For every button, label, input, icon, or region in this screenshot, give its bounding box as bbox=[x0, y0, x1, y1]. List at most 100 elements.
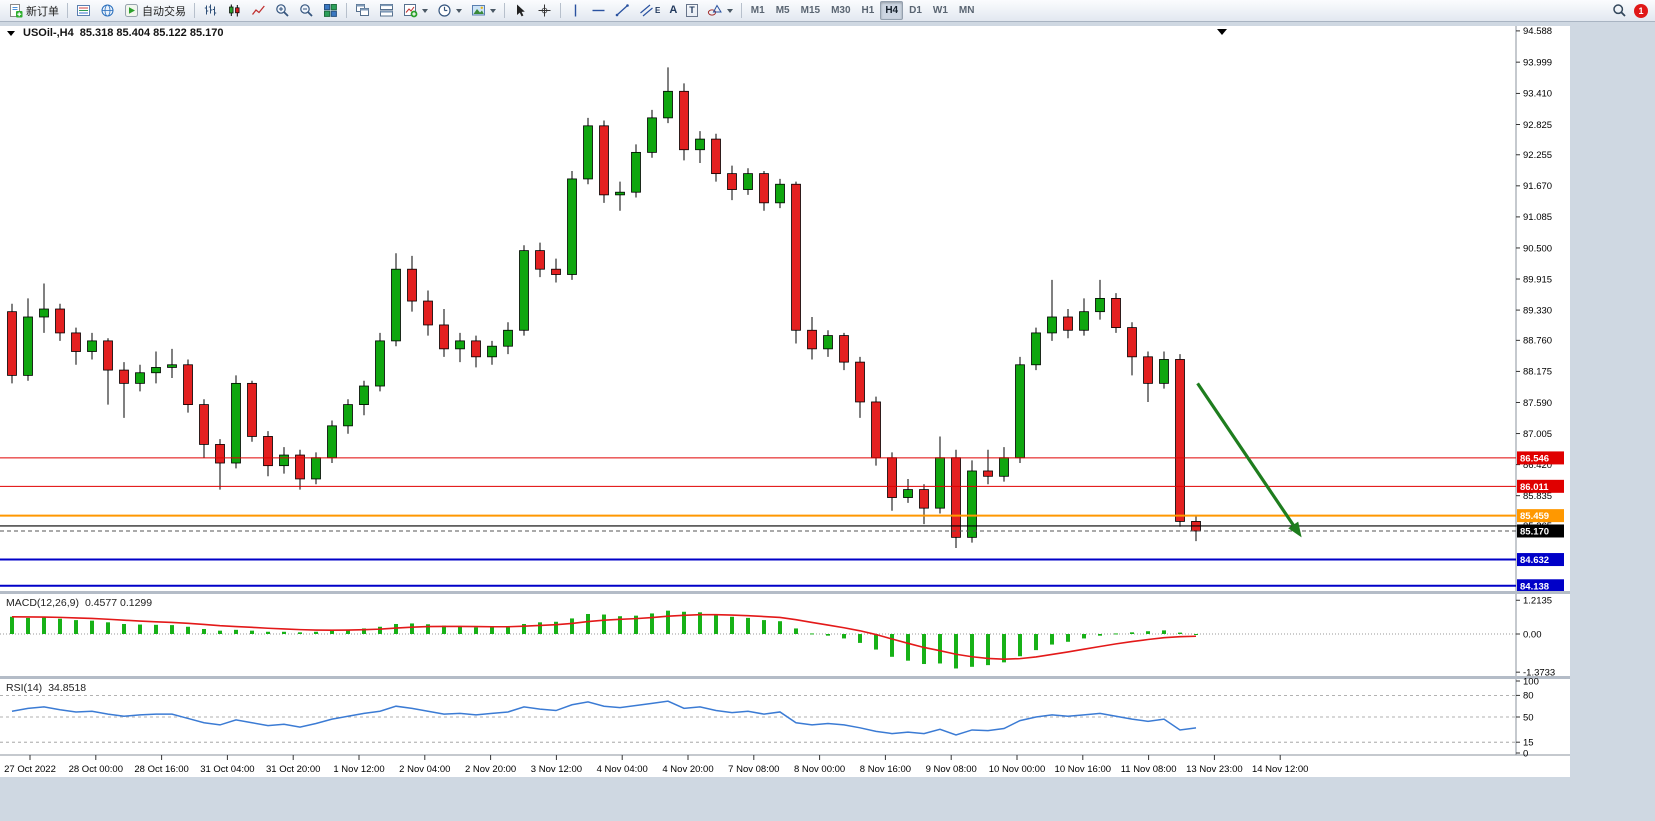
price-axis-ticks[interactable]: 94.588 93.999 93.410 92.825 92.255 91.670 91.0… bbox=[1516, 26, 1552, 532]
horizontal-line-tool-button[interactable] bbox=[587, 1, 610, 20]
text-tool-button[interactable]: A bbox=[665, 1, 681, 20]
svg-text:86.011: 86.011 bbox=[1520, 482, 1549, 493]
new-order-label: 新订单 bbox=[26, 5, 59, 18]
pane-divider-rsi[interactable] bbox=[0, 676, 1570, 679]
toolbar-separator bbox=[504, 3, 505, 18]
candlestick-type-button[interactable] bbox=[223, 1, 246, 20]
clock-icon bbox=[437, 3, 452, 18]
navigator-button[interactable] bbox=[96, 1, 119, 20]
svg-text:94.588: 94.588 bbox=[1523, 26, 1552, 37]
period-menu-button[interactable] bbox=[433, 1, 466, 20]
timeframe-d1-button[interactable]: D1 bbox=[904, 1, 927, 20]
svg-text:31 Oct 04:00: 31 Oct 04:00 bbox=[200, 764, 254, 775]
cascade-windows-button[interactable] bbox=[351, 1, 374, 20]
market-watch-button[interactable] bbox=[72, 1, 95, 20]
pane-divider-macd[interactable] bbox=[0, 591, 1570, 594]
channel-tool-label: E bbox=[655, 6, 661, 15]
svg-text:93.410: 93.410 bbox=[1523, 89, 1552, 100]
tile-windows-icon bbox=[323, 3, 338, 18]
shapes-icon bbox=[707, 3, 723, 18]
market-watch-icon bbox=[76, 3, 91, 18]
timeframe-mn-button[interactable]: MN bbox=[954, 1, 980, 20]
auto-trading-icon bbox=[124, 3, 139, 18]
cursor-tool-button[interactable] bbox=[509, 1, 532, 20]
template-menu-button[interactable] bbox=[467, 1, 500, 20]
notification-badge[interactable]: 1 bbox=[1634, 3, 1648, 18]
auto-trading-button[interactable]: 自动交易 bbox=[120, 1, 190, 20]
svg-text:28 Oct 00:00: 28 Oct 00:00 bbox=[69, 764, 123, 775]
search-button[interactable] bbox=[1608, 1, 1631, 20]
svg-text:27 Oct 2022: 27 Oct 2022 bbox=[4, 764, 56, 775]
timeframe-m30-button[interactable]: M30 bbox=[826, 1, 855, 20]
trendline-tool-button[interactable] bbox=[611, 1, 634, 20]
svg-text:31 Oct 20:00: 31 Oct 20:00 bbox=[266, 764, 320, 775]
line-chart-icon bbox=[251, 3, 266, 18]
line-chart-type-button[interactable] bbox=[247, 1, 270, 20]
svg-text:84.138: 84.138 bbox=[1520, 581, 1549, 592]
svg-text:8 Nov 16:00: 8 Nov 16:00 bbox=[860, 764, 911, 775]
svg-text:7 Nov 08:00: 7 Nov 08:00 bbox=[728, 764, 779, 775]
trendline-icon bbox=[615, 3, 630, 18]
new-order-icon bbox=[8, 3, 23, 18]
rsi-pane: 100 80 50 150 bbox=[0, 676, 1539, 759]
chevron-down-icon bbox=[422, 8, 428, 13]
svg-text:100: 100 bbox=[1523, 676, 1539, 687]
zoom-out-button[interactable] bbox=[295, 1, 318, 20]
svg-text:15: 15 bbox=[1523, 738, 1534, 749]
svg-text:84.632: 84.632 bbox=[1520, 555, 1549, 566]
timeframe-m1-button[interactable]: M1 bbox=[746, 1, 770, 20]
auto-trading-label: 自动交易 bbox=[142, 5, 186, 18]
equidistant-channel-tool-button[interactable]: E bbox=[635, 1, 664, 20]
svg-text:90.500: 90.500 bbox=[1523, 243, 1552, 254]
chart-canvas[interactable]: 94.588 93.999 93.410 92.825 92.255 91.670 91.0… bbox=[0, 22, 1655, 821]
toolbar-separator bbox=[67, 3, 68, 18]
svg-text:1.2135: 1.2135 bbox=[1523, 596, 1552, 607]
new-chart-button[interactable] bbox=[399, 1, 432, 20]
text-label-tool-button[interactable]: T bbox=[682, 1, 702, 20]
textbox-tool-label: T bbox=[686, 4, 698, 17]
trend-arrow-annotation[interactable] bbox=[1196, 382, 1302, 538]
chevron-down-icon bbox=[456, 8, 462, 13]
horizontal-line-icon bbox=[591, 3, 606, 18]
chevron-down-icon bbox=[490, 8, 496, 13]
toolbar-separator bbox=[740, 3, 742, 18]
cursor-icon bbox=[513, 3, 528, 18]
cascade-windows-icon bbox=[355, 3, 370, 18]
candles-series bbox=[7, 67, 1201, 548]
time-axis[interactable]: 27 Oct 2022 28 Oct 00:00 28 Oct 16:00 31 Oc… bbox=[4, 755, 1308, 775]
chart-window[interactable]: 94.588 93.999 93.410 92.825 92.255 91.670 91.0… bbox=[0, 22, 1655, 821]
svg-text:88.760: 88.760 bbox=[1523, 336, 1552, 347]
arrange-windows-button[interactable] bbox=[375, 1, 398, 20]
svg-text:87.005: 87.005 bbox=[1523, 429, 1552, 440]
crosshair-tool-button[interactable] bbox=[533, 1, 556, 20]
svg-text:93.999: 93.999 bbox=[1523, 57, 1552, 68]
search-icon bbox=[1612, 3, 1627, 18]
svg-text:91.085: 91.085 bbox=[1523, 212, 1552, 223]
svg-text:9 Nov 08:00: 9 Nov 08:00 bbox=[926, 764, 977, 775]
bar-chart-type-button[interactable] bbox=[199, 1, 222, 20]
vertical-line-tool-button[interactable] bbox=[565, 1, 586, 20]
arrange-windows-icon bbox=[379, 3, 394, 18]
timeframe-h1-button[interactable]: H1 bbox=[857, 1, 880, 20]
chart-shift-marker-icon[interactable] bbox=[1217, 29, 1227, 35]
toolbar: 新订单 自动交易 E A T bbox=[0, 0, 1655, 22]
horizontal-lines[interactable] bbox=[0, 457, 1516, 587]
toolbar-separator bbox=[560, 3, 561, 18]
new-order-button[interactable]: 新订单 bbox=[4, 1, 63, 20]
svg-text:92.255: 92.255 bbox=[1523, 150, 1552, 161]
macd-pane: 1.2135 0.00 -1.3733 bbox=[0, 596, 1555, 678]
svg-text:89.330: 89.330 bbox=[1523, 305, 1552, 316]
timeframe-w1-button[interactable]: W1 bbox=[928, 1, 953, 20]
svg-text:85.459: 85.459 bbox=[1520, 511, 1549, 522]
shapes-menu-button[interactable] bbox=[703, 1, 737, 20]
tile-windows-button[interactable] bbox=[319, 1, 342, 20]
svg-text:10 Nov 16:00: 10 Nov 16:00 bbox=[1055, 764, 1112, 775]
vertical-line-icon bbox=[569, 3, 582, 18]
svg-text:3 Nov 12:00: 3 Nov 12:00 bbox=[531, 764, 582, 775]
timeframe-m5-button[interactable]: M5 bbox=[771, 1, 795, 20]
svg-text:80: 80 bbox=[1523, 691, 1534, 702]
template-image-icon bbox=[471, 3, 486, 18]
timeframe-h4-button[interactable]: H4 bbox=[880, 1, 904, 20]
zoom-in-button[interactable] bbox=[271, 1, 294, 20]
timeframe-m15-button[interactable]: M15 bbox=[796, 1, 825, 20]
